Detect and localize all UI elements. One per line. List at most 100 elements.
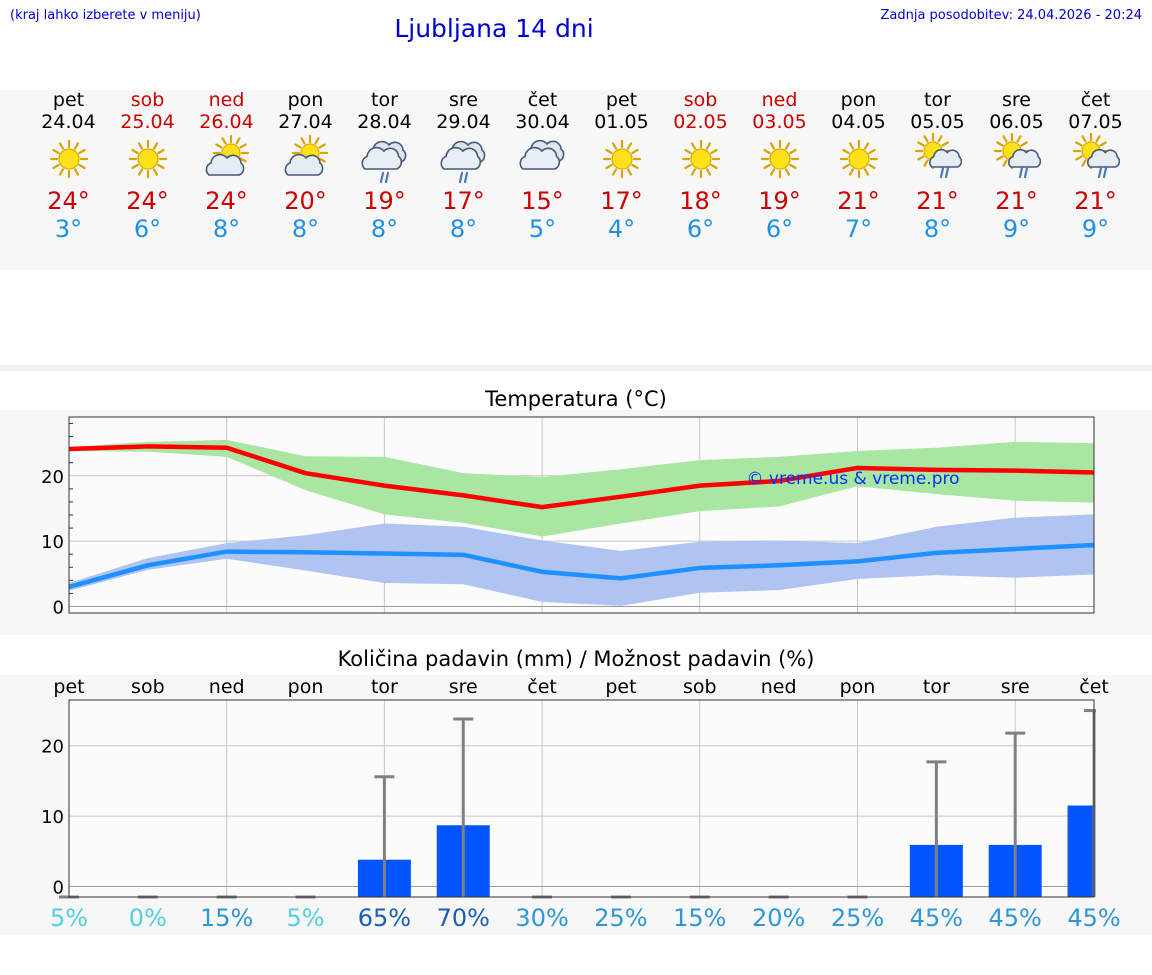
day-date: 26.04	[199, 111, 254, 133]
day-date: 05.05	[910, 111, 965, 133]
sun-icon	[602, 139, 641, 179]
top-note: (kraj lahko izberete v meniju)	[10, 8, 201, 23]
x-category-label: tor	[923, 676, 950, 698]
day-name: tor	[371, 89, 398, 111]
max-temperature: 21°	[837, 187, 880, 215]
forecast-day: tor 05.05 21° 8°	[898, 89, 977, 259]
y-tick-label: 10	[41, 532, 64, 553]
forecast-day: čet 07.05 21° 9°	[1056, 89, 1135, 259]
x-category-label: pon	[840, 676, 876, 698]
precipitation-probability: 65%	[358, 904, 411, 932]
forecast-day: sre 29.04 17° 8°	[424, 89, 503, 259]
max-temperature: 18°	[679, 187, 722, 215]
precipitation-probability: 5%	[50, 904, 88, 932]
max-temperature: 21°	[995, 187, 1038, 215]
min-temperature: 8°	[291, 215, 320, 243]
day-name: pon	[287, 89, 324, 111]
sun-icon	[839, 139, 878, 179]
day-name: sob	[130, 89, 165, 111]
min-temperature: 3°	[54, 215, 83, 243]
cloud-icon	[518, 139, 564, 170]
day-name: sre	[1002, 89, 1031, 111]
y-tick-label: 0	[53, 877, 64, 898]
y-tick-label: 0	[53, 597, 64, 618]
sun-rain-icon	[914, 133, 962, 179]
temperature-chart: 0 10 20 © vreme.us & vreme.pro	[41, 416, 1095, 618]
day-name: ned	[761, 89, 798, 111]
rain-cloud-icon	[360, 140, 406, 184]
max-range-band	[69, 439, 1095, 537]
precipitation-probability: 20%	[752, 904, 805, 932]
precipitation-probability: 30%	[515, 904, 568, 932]
plot-frame	[68, 699, 1095, 898]
forecast-day: pon 27.04 20° 8°	[266, 89, 345, 259]
forecast-day: pet 24.04 24° 3°	[29, 89, 108, 259]
watermark: © vreme.us & vreme.pro	[746, 469, 959, 489]
max-temperature: 17°	[600, 187, 643, 215]
sun-icon	[760, 139, 799, 179]
sun-icon	[49, 139, 88, 179]
day-name: pon	[840, 89, 877, 111]
y-tick-label: 20	[41, 467, 64, 488]
rain-cloud-icon	[439, 140, 485, 184]
min-temperature: 5°	[528, 215, 557, 243]
day-date: 24.04	[41, 111, 96, 133]
forecast-day: sob 02.05 18° 6°	[661, 89, 740, 259]
forecast-day: sob 25.04 24° 6°	[108, 89, 187, 259]
max-temperature: 17°	[442, 187, 485, 215]
forecast-day: čet 30.04 15° 5°	[503, 89, 582, 259]
day-date: 04.05	[831, 111, 886, 133]
day-date: 06.05	[989, 111, 1044, 133]
x-category-label: sre	[1001, 676, 1030, 698]
day-date: 07.05	[1068, 111, 1123, 133]
max-temperature-line	[68, 444, 1095, 510]
x-category-label: pet	[53, 676, 84, 698]
sun-rain-icon	[1072, 133, 1120, 179]
plot-frame	[68, 416, 1095, 614]
sun-icon	[681, 139, 720, 179]
min-temperature: 9°	[1002, 215, 1031, 243]
x-category-label: pet	[605, 676, 636, 698]
x-category-label: ned	[761, 676, 797, 698]
day-date: 25.04	[120, 111, 175, 133]
max-temperature: 19°	[758, 187, 801, 215]
min-temperature: 8°	[923, 215, 952, 243]
day-date: 30.04	[515, 111, 570, 133]
y-tick-label: 10	[41, 807, 64, 828]
forecast-days: pet 24.04 24° 3° sob 25.04 24° 6° ned 26.04 24° 8° p…	[29, 89, 1134, 259]
precipitation-chart: pet sob ned pon tor sre čet pet sob ned pon tor sre č…	[41, 676, 1121, 932]
section-divider	[0, 365, 1152, 371]
day-name: čet	[527, 89, 558, 111]
max-temperature: 15°	[521, 187, 564, 215]
sun-icon	[128, 139, 167, 179]
day-date: 01.05	[594, 111, 649, 133]
min-range-band	[69, 514, 1095, 606]
day-name: pet	[52, 89, 85, 111]
forecast-band	[0, 90, 1152, 270]
page-title: Ljubljana 14 dni	[394, 14, 594, 43]
min-temperature: 9°	[1081, 215, 1110, 243]
max-temperature: 21°	[916, 187, 959, 215]
max-temperature: 19°	[363, 187, 406, 215]
max-temperature: 24°	[126, 187, 169, 215]
day-name: tor	[924, 89, 951, 111]
day-name: sob	[683, 89, 718, 111]
y-tick-label: 20	[41, 737, 64, 758]
sun-cloud-icon	[205, 134, 249, 176]
max-temperature: 21°	[1074, 187, 1117, 215]
day-date: 03.05	[752, 111, 807, 133]
forecast-day: ned 03.05 19° 6°	[740, 89, 819, 259]
max-temperature: 24°	[47, 187, 90, 215]
sun-rain-icon	[993, 133, 1041, 179]
x-category-label: ned	[209, 676, 245, 698]
day-name: pet	[605, 89, 638, 111]
temperature-chart-title: Temperatura (°C)	[485, 387, 667, 411]
precipitation-probability: 0%	[129, 904, 167, 932]
precipitation-probability: 45%	[910, 904, 963, 932]
day-name: sre	[449, 89, 478, 111]
precipitation-probability: 25%	[831, 904, 884, 932]
day-date: 28.04	[357, 111, 412, 133]
precipitation-chart-title: Količina padavin (mm) / Možnost padavin …	[337, 647, 815, 671]
precipitation-probability: 15%	[200, 904, 253, 932]
precipitation-probability: 45%	[989, 904, 1042, 932]
